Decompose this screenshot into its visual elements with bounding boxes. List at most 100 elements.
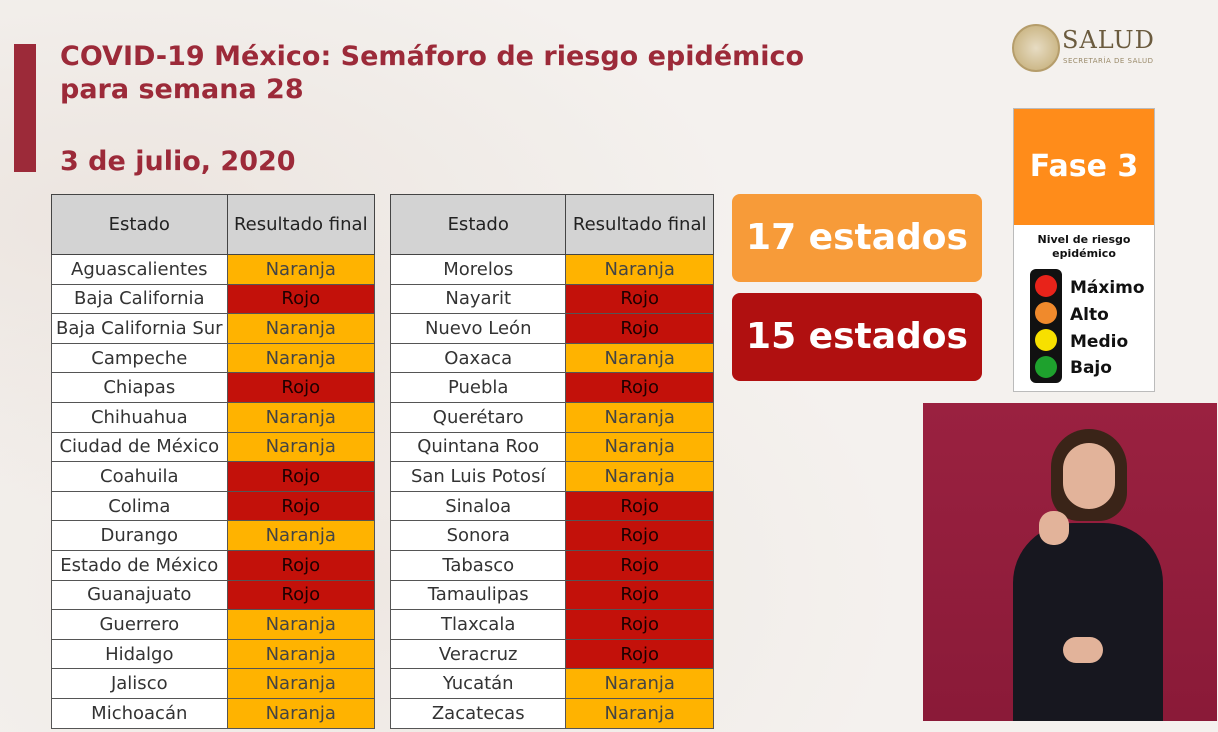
state-name: Chihuahua xyxy=(51,401,228,433)
state-result: Naranja xyxy=(565,697,714,729)
level-bajo: Bajo xyxy=(1070,358,1112,378)
slide-date: 3 de julio, 2020 xyxy=(60,146,296,177)
state-name: Colima xyxy=(51,490,228,522)
state-name: Veracruz xyxy=(389,638,567,670)
header-state: Estado xyxy=(389,194,567,255)
table-row: Yucatán Naranja xyxy=(389,668,714,699)
table-row: Baja California Sur Naranja xyxy=(51,313,376,344)
header-result: Resultado final xyxy=(565,194,714,255)
state-name: Nayarit xyxy=(389,283,567,315)
level-alto: Alto xyxy=(1070,305,1109,325)
state-result: Rojo xyxy=(226,372,376,403)
table-row: Guanajuato Rojo xyxy=(51,579,376,611)
state-result: Rojo xyxy=(565,283,714,315)
table-row: Hidalgo Naranja xyxy=(51,638,376,670)
table-row: Estado de México Rojo xyxy=(51,549,376,581)
table-header-row: Estado Resultado final xyxy=(51,194,376,255)
state-name: Jalisco xyxy=(51,668,228,699)
state-name: Aguascalientes xyxy=(51,254,228,285)
table-row: Nayarit Rojo xyxy=(389,283,714,315)
sign-language-interpreter xyxy=(923,403,1217,721)
state-result: Naranja xyxy=(565,431,714,463)
state-name: Tabasco xyxy=(389,549,567,581)
state-name: Chiapas xyxy=(51,372,228,403)
yellow-light-icon xyxy=(1035,329,1057,351)
state-result: Rojo xyxy=(226,283,376,315)
salud-logo: SALUD SECRETARÍA DE SALUD xyxy=(1012,24,1162,78)
table-row: Colima Rojo xyxy=(51,490,376,522)
table-row: Querétaro Naranja xyxy=(389,401,714,433)
state-result: Naranja xyxy=(226,697,376,729)
slide-title: COVID-19 México: Semáforo de riesgo epid… xyxy=(60,41,805,105)
table-row: Veracruz Rojo xyxy=(389,638,714,670)
table-row: Durango Naranja xyxy=(51,520,376,551)
state-name: Durango xyxy=(51,520,228,551)
state-result: Rojo xyxy=(565,609,714,640)
state-result: Naranja xyxy=(226,401,376,433)
state-result: Rojo xyxy=(565,313,714,344)
state-name: Sinaloa xyxy=(389,490,567,522)
state-result: Naranja xyxy=(226,638,376,670)
state-result: Rojo xyxy=(565,579,714,611)
state-name: Puebla xyxy=(389,372,567,403)
state-result: Naranja xyxy=(226,609,376,640)
state-name: Campeche xyxy=(51,342,228,374)
state-result: Rojo xyxy=(565,490,714,522)
legend-heading: Nivel de riesgo epidémico xyxy=(1037,233,1131,260)
seal-icon xyxy=(1012,24,1060,72)
table-row: Puebla Rojo xyxy=(389,372,714,403)
table-row: Ciudad de México Naranja xyxy=(51,431,376,463)
state-name: Morelos xyxy=(389,254,567,285)
state-result: Rojo xyxy=(565,638,714,670)
phase-label: Fase 3 xyxy=(1014,109,1154,225)
state-result: Rojo xyxy=(226,579,376,611)
state-result: Naranja xyxy=(226,313,376,344)
state-result: Naranja xyxy=(226,520,376,551)
interpreter-face xyxy=(1063,443,1115,509)
state-name: Sonora xyxy=(389,520,567,551)
traffic-light-icon xyxy=(1030,269,1062,383)
state-name: Nuevo León xyxy=(389,313,567,344)
table-row: Tlaxcala Rojo xyxy=(389,609,714,640)
level-maximo: Máximo xyxy=(1070,278,1145,298)
table-row: Zacatecas Naranja xyxy=(389,697,714,729)
orange-states-count: 17 estados xyxy=(732,194,982,282)
state-name: Baja California xyxy=(51,283,228,315)
logo-name: SALUD xyxy=(1062,26,1155,54)
state-name: Michoacán xyxy=(51,697,228,729)
table-row: Morelos Naranja xyxy=(389,254,714,285)
table-row: Chihuahua Naranja xyxy=(51,401,376,433)
states-table-left: Estado Resultado final Aguascalientes Nar… xyxy=(51,194,376,729)
table-header-row: Estado Resultado final xyxy=(389,194,714,255)
state-name: Yucatán xyxy=(389,668,567,699)
table-row: Sonora Rojo xyxy=(389,520,714,551)
orange-light-icon xyxy=(1035,302,1057,324)
table-row: Guerrero Naranja xyxy=(51,609,376,640)
state-result: Naranja xyxy=(226,431,376,463)
state-name: Zacatecas xyxy=(389,697,567,729)
table-row: Quintana Roo Naranja xyxy=(389,431,714,463)
state-result: Rojo xyxy=(226,461,376,492)
table-row: Nuevo León Rojo xyxy=(389,313,714,344)
risk-legend: Fase 3 Nivel de riesgo epidémico Máximo … xyxy=(1013,108,1155,392)
interpreter-body xyxy=(1013,523,1163,721)
table-row: Sinaloa Rojo xyxy=(389,490,714,522)
state-result: Rojo xyxy=(565,372,714,403)
state-result: Naranja xyxy=(226,342,376,374)
state-name: Querétaro xyxy=(389,401,567,433)
table-row: Michoacán Naranja xyxy=(51,697,376,729)
state-name: Hidalgo xyxy=(51,638,228,670)
red-light-icon xyxy=(1035,275,1057,297)
state-name: Guanajuato xyxy=(51,579,228,611)
table-row: Baja California Rojo xyxy=(51,283,376,315)
state-name: San Luis Potosí xyxy=(389,461,567,492)
accent-bar xyxy=(14,44,36,172)
state-name: Quintana Roo xyxy=(389,431,567,463)
table-row: Coahuila Rojo xyxy=(51,461,376,492)
state-result: Naranja xyxy=(565,401,714,433)
state-result: Rojo xyxy=(565,520,714,551)
table-row: Tabasco Rojo xyxy=(389,549,714,581)
state-result: Naranja xyxy=(226,668,376,699)
state-result: Naranja xyxy=(565,668,714,699)
state-result: Rojo xyxy=(565,549,714,581)
